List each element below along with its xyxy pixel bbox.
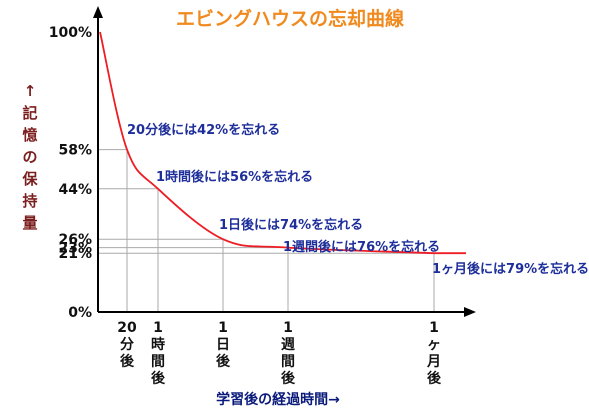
x-tick-label-part: 1 — [429, 320, 439, 336]
x-tick-label: 1週間後 — [281, 320, 296, 387]
y-tick-label: 26% — [58, 232, 92, 248]
x-tick-label-part: 1 — [218, 320, 228, 336]
annotation-label: 1ヶ月後には79%を忘れる — [432, 261, 589, 277]
annotation-label: 20分後には42%を忘れる — [127, 122, 280, 138]
x-tick-label-part: 後 — [120, 353, 135, 370]
x-tick-label: 1時間後 — [151, 320, 166, 387]
x-tick-label-part: 後 — [151, 370, 166, 387]
x-tick-label: 20分後 — [117, 320, 137, 370]
y-tick-label: 23% — [58, 241, 92, 257]
x-tick-label-part: 分 — [120, 337, 134, 353]
x-tick-label-part: 月 — [426, 354, 441, 370]
x-tick-label: 1日後 — [216, 320, 231, 370]
x-axis-label: 学習後の経過時間→ — [216, 391, 340, 408]
y-tick-label: 0% — [68, 305, 92, 321]
annotation-label: 1週間後には76%を忘れる — [283, 239, 440, 255]
x-tick-label-part: 20 — [117, 320, 137, 336]
retention-curve — [99, 31, 466, 255]
x-tick-label-part: 週 — [281, 337, 295, 353]
x-tick-label-part: 時 — [151, 336, 165, 353]
x-tick-label: 1ヶ月後 — [426, 320, 442, 387]
x-tick-label-part: 1 — [283, 320, 293, 336]
x-tick-label-part: 間 — [151, 354, 165, 370]
x-tick-label-part: 後 — [427, 370, 442, 387]
x-tick-label-part: 後 — [216, 353, 231, 370]
chart-title: エビングハウスの忘却曲線 — [176, 7, 404, 30]
annotation-label: 1時間後には56%を忘れる — [156, 169, 313, 185]
x-tick-label-part: 間 — [281, 354, 295, 370]
y-tick-label: 58% — [58, 143, 92, 159]
y-tick-label: 21% — [58, 246, 92, 262]
y-tick-label: 100% — [49, 25, 92, 41]
x-tick-label-part: 日 — [216, 337, 230, 353]
x-axis-arrow-icon — [464, 307, 476, 317]
annotation-label: 1日後には74%を忘れる — [219, 217, 363, 233]
grid-lines — [98, 149, 435, 312]
x-tick-label-part: 1 — [153, 320, 163, 336]
x-tick-label-part: ヶ — [427, 337, 441, 353]
y-axis-label: ↑記憶の保持量 — [21, 82, 38, 232]
annotations: 20分後には42%を忘れる 1時間後には56%を忘れる 1日後には74%を忘れる 1週… — [127, 122, 589, 277]
y-tick-labels: 0% 21%23%26% 44% 58% 100% — [49, 25, 92, 321]
y-axis-arrow-icon — [93, 6, 103, 18]
x-tick-label-part: 後 — [281, 370, 296, 387]
y-tick-label: 44% — [58, 182, 92, 198]
